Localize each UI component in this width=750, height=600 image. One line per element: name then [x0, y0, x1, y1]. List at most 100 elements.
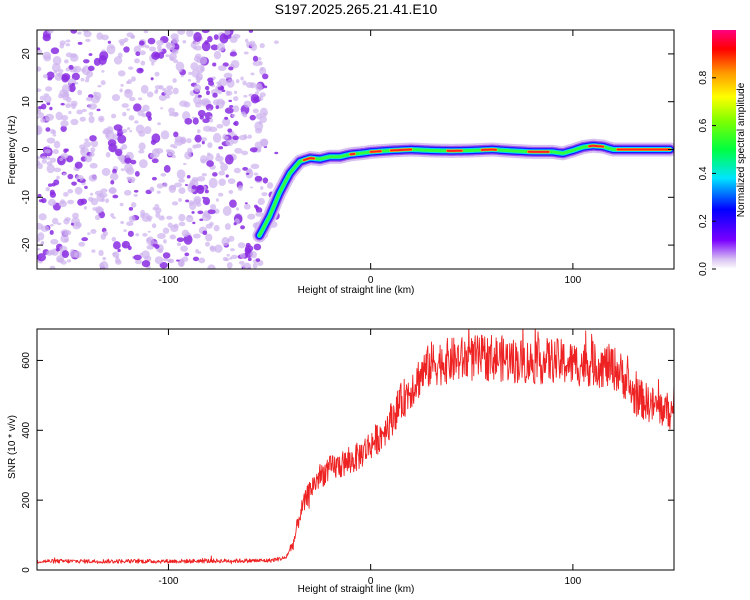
noise-speckle	[68, 64, 74, 70]
noise-speckle	[146, 244, 155, 250]
noise-speckle	[207, 35, 213, 43]
noise-speckle	[180, 245, 189, 252]
noise-speckle	[98, 115, 105, 123]
noise-speckle	[88, 53, 93, 57]
noise-speckle	[38, 112, 45, 119]
noise-speckle	[81, 237, 89, 242]
noise-speckle	[240, 225, 246, 230]
noise-speckle	[70, 100, 78, 107]
noise-speckle	[215, 105, 219, 110]
noise-speckle	[129, 96, 136, 102]
spectrogram-ytick-label: -20	[21, 237, 32, 252]
noise-speckle	[130, 202, 137, 208]
noise-speckle	[154, 244, 160, 249]
noise-speckle	[77, 178, 81, 182]
noise-speckle	[250, 163, 260, 170]
noise-speckle	[111, 113, 117, 119]
noise-speckle	[160, 107, 164, 110]
noise-speckle	[274, 151, 279, 155]
noise-speckle	[91, 95, 100, 104]
noise-speckle	[208, 80, 215, 86]
chart-title: S197.2025.265.21.41.E10	[275, 1, 438, 17]
noise-speckle	[205, 223, 213, 229]
noise-speckle	[151, 61, 155, 66]
noise-speckle	[192, 117, 199, 125]
noise-speckle	[126, 176, 132, 180]
noise-speckle	[230, 59, 240, 69]
noise-speckle	[253, 204, 258, 209]
noise-speckle	[227, 128, 233, 133]
noise-speckle	[110, 46, 114, 49]
noise-speckle	[96, 108, 101, 112]
noise-speckle	[215, 198, 219, 202]
noise-speckle	[196, 185, 205, 195]
noise-speckle	[213, 50, 222, 60]
noise-speckle	[163, 89, 173, 96]
noise-speckle	[133, 193, 138, 197]
noise-speckle	[222, 117, 231, 127]
noise-speckle	[195, 76, 203, 81]
snr-frame	[36, 328, 675, 571]
noise-speckle	[183, 101, 191, 108]
noise-speckle	[131, 76, 136, 82]
noise-speckle	[89, 135, 97, 142]
noise-speckle	[221, 89, 226, 93]
noise-speckle	[218, 178, 226, 186]
noise-speckle	[120, 168, 125, 172]
noise-speckle	[232, 33, 241, 39]
spectrogram-xtick-label: 0	[368, 275, 374, 286]
snr-ytick-label: 0	[21, 567, 32, 573]
noise-speckle	[212, 132, 222, 143]
noise-speckle	[89, 192, 94, 196]
noise-speckle	[96, 32, 104, 40]
noise-speckle	[192, 221, 196, 225]
noise-speckle	[162, 252, 171, 259]
noise-speckle	[147, 116, 152, 121]
noise-speckle	[173, 182, 183, 188]
noise-speckle	[172, 78, 177, 83]
noise-speckle	[183, 162, 187, 166]
noise-speckle	[47, 183, 53, 187]
noise-speckle	[257, 57, 262, 61]
noise-speckle	[133, 254, 142, 261]
noise-speckle	[252, 55, 259, 62]
noise-speckle	[76, 109, 83, 115]
noise-speckle	[247, 213, 256, 220]
noise-speckle	[245, 38, 249, 43]
noise-speckle	[140, 209, 146, 216]
noise-speckle	[70, 222, 74, 226]
noise-speckle	[262, 177, 269, 184]
noise-speckle	[137, 110, 144, 117]
noise-speckle	[249, 40, 256, 48]
noise-speckle	[102, 230, 109, 237]
noise-speckle	[209, 203, 217, 211]
noise-speckle	[124, 88, 133, 99]
snr-ylabel: SNR (10 * v/v)	[7, 415, 18, 479]
noise-speckle	[158, 248, 163, 254]
snr-ytick-label: 400	[21, 422, 32, 439]
noise-speckle	[77, 41, 83, 45]
noise-speckle	[90, 197, 99, 206]
noise-speckle	[184, 117, 193, 125]
noise-speckle	[147, 230, 151, 233]
noise-speckle	[64, 217, 71, 222]
noise-speckle	[233, 120, 239, 126]
noise-speckle	[190, 42, 197, 49]
noise-speckle	[53, 140, 61, 149]
noise-speckle	[208, 126, 218, 133]
noise-speckle	[120, 83, 124, 87]
noise-speckle	[156, 39, 164, 46]
noise-speckle	[100, 80, 106, 86]
noise-speckle	[228, 99, 233, 103]
noise-speckle	[259, 115, 267, 124]
noise-speckle	[163, 164, 171, 173]
noise-speckle	[87, 65, 95, 72]
noise-speckle	[138, 40, 145, 46]
noise-speckle	[77, 89, 83, 96]
snr-panel: -100 0 100 0 200 400 600 Height of straight li…	[7, 328, 675, 595]
noise-speckle	[112, 241, 121, 250]
noise-speckle	[151, 176, 157, 181]
noise-speckle	[117, 248, 121, 253]
noise-speckle	[258, 61, 263, 66]
noise-speckle	[208, 108, 212, 112]
